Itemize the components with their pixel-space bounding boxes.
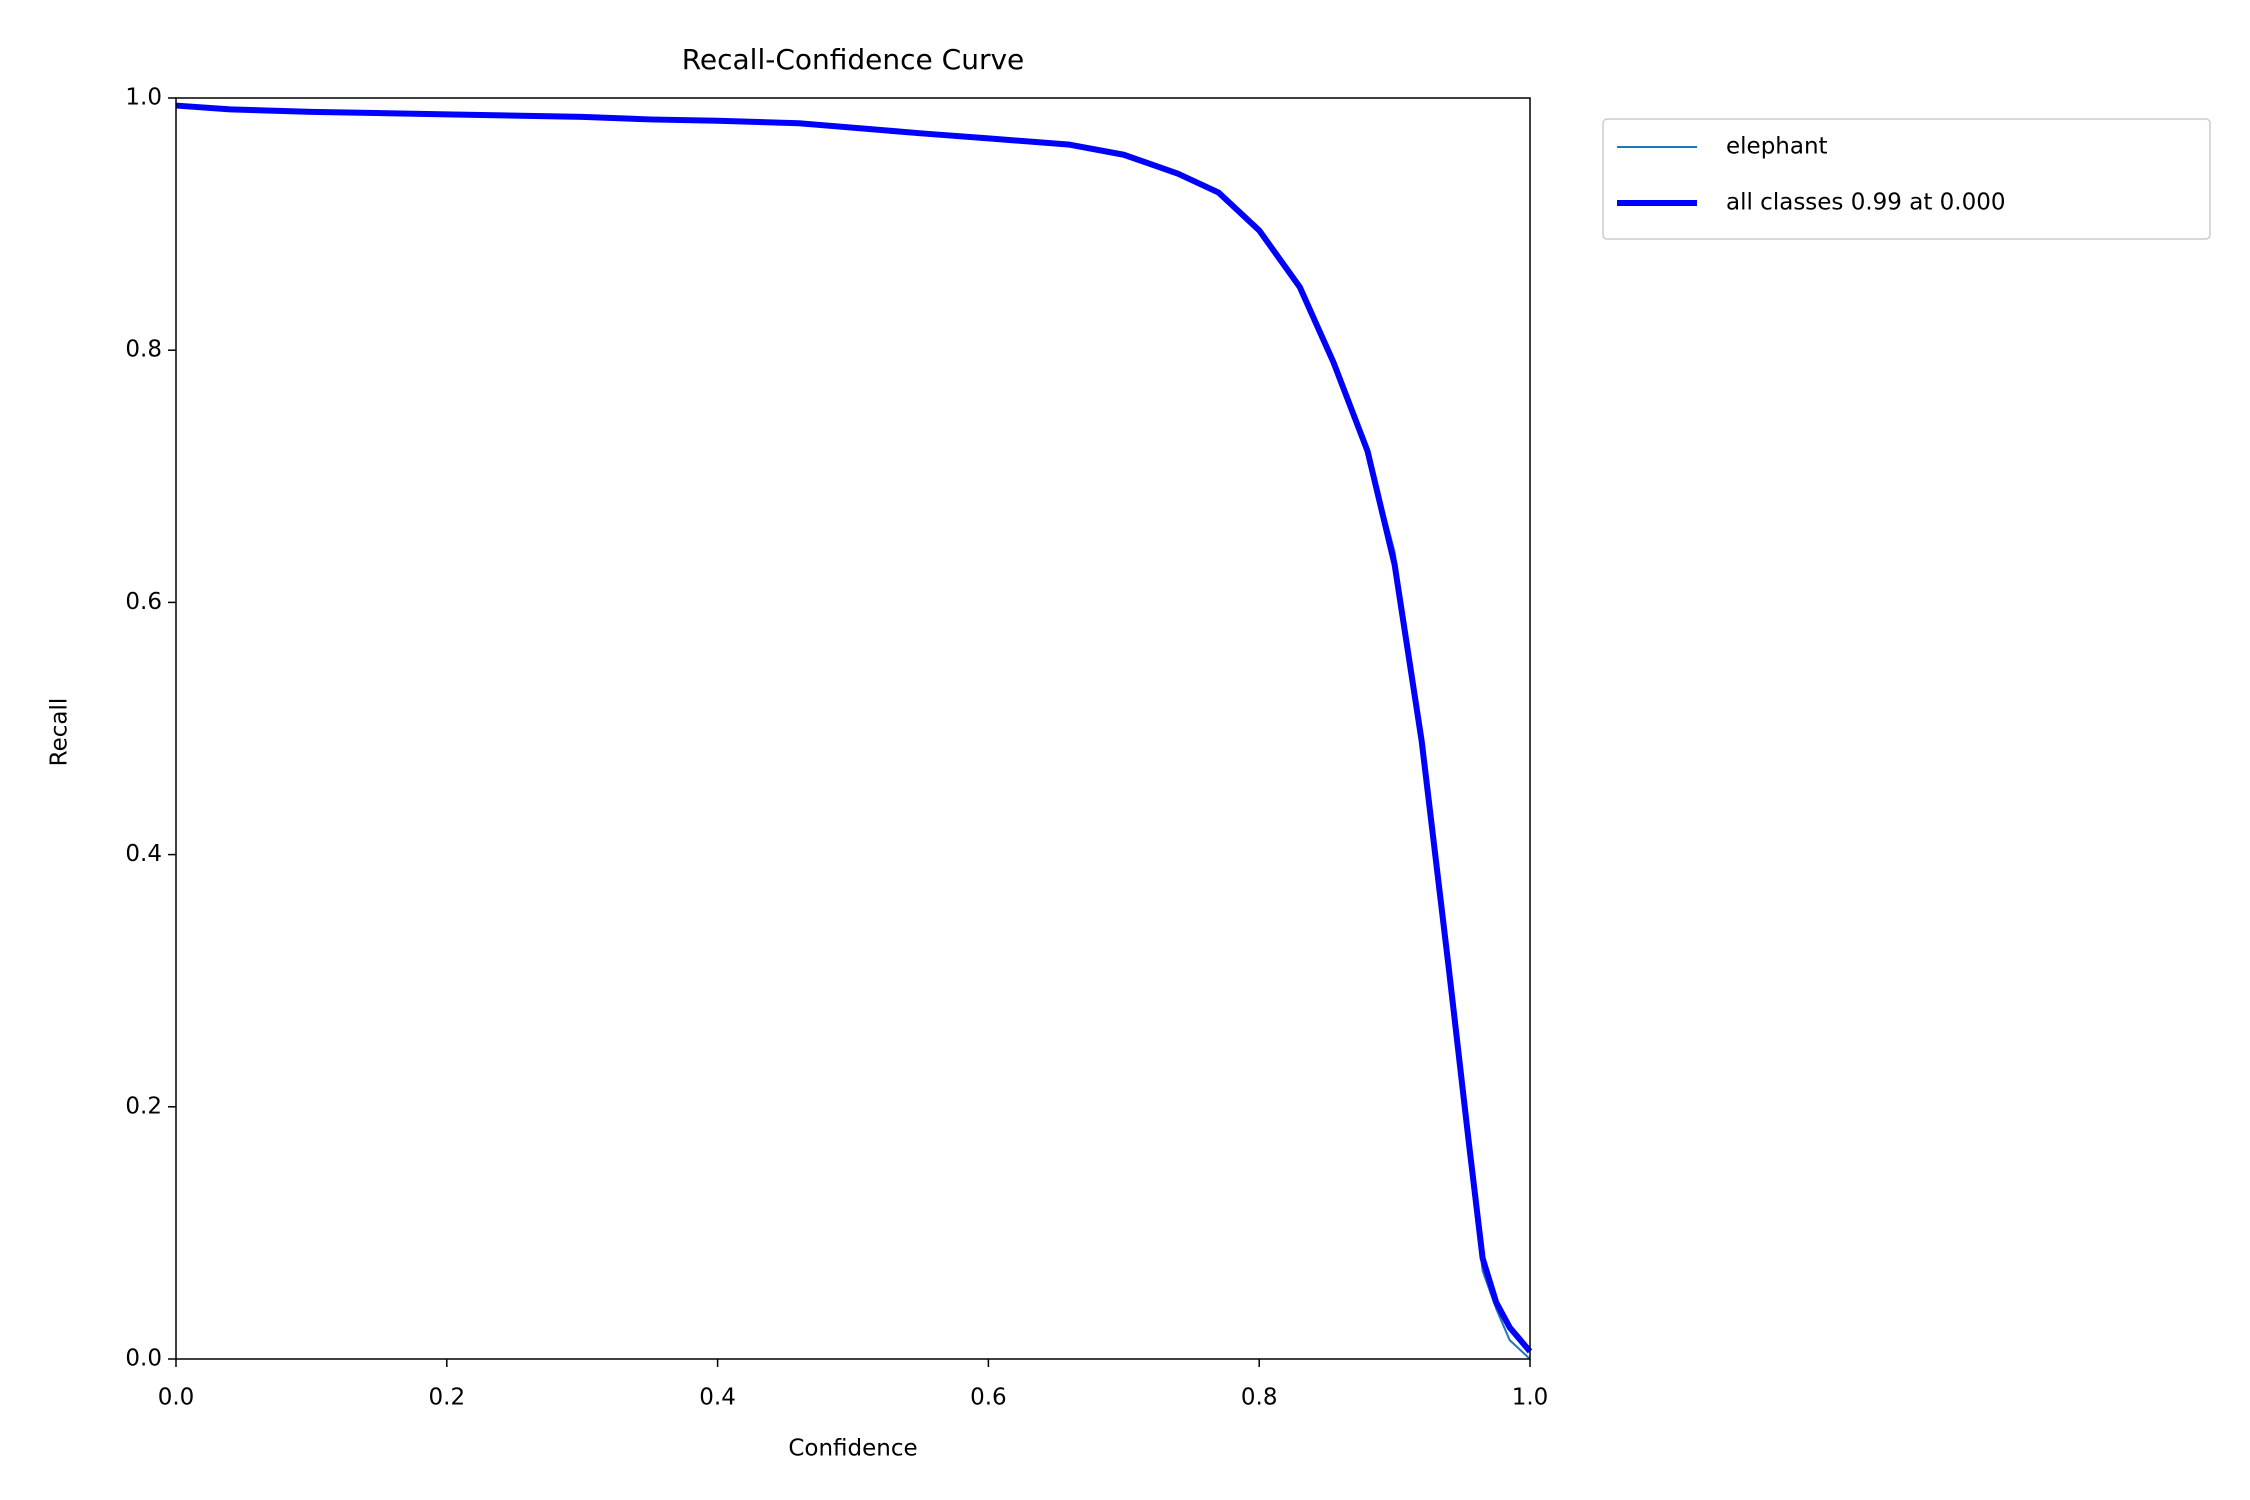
x-tick-label: 0.6 — [970, 1385, 1007, 1411]
data-line — [175, 104, 1531, 1360]
y-tick-label: 0.0 — [125, 1346, 162, 1372]
x-tick-label: 0.4 — [699, 1385, 736, 1411]
y-tick-label: 0.8 — [125, 337, 162, 363]
legend-label: elephant — [1726, 134, 1828, 160]
plot-frame — [175, 97, 1531, 1360]
y-tick-label: 1.0 — [125, 85, 162, 111]
x-tick-label: 0.8 — [1241, 1385, 1278, 1411]
legend-label: all classes 0.99 at 0.000 — [1726, 190, 2006, 216]
y-tick-label: 0.4 — [125, 841, 162, 867]
y-tick-label: 0.2 — [125, 1093, 162, 1119]
x-tick-label: 0.0 — [158, 1385, 195, 1411]
x-axis-label: Confidence — [788, 1436, 917, 1462]
y-axis-label: Recall — [47, 698, 73, 767]
x-tick-label: 1.0 — [1512, 1385, 1549, 1411]
legend-box — [1602, 118, 2211, 240]
x-tick-label: 0.2 — [429, 1385, 466, 1411]
y-tick-label: 0.6 — [125, 589, 162, 615]
chart-title: Recall-Confidence Curve — [682, 43, 1025, 76]
data-line — [175, 102, 1533, 1354]
